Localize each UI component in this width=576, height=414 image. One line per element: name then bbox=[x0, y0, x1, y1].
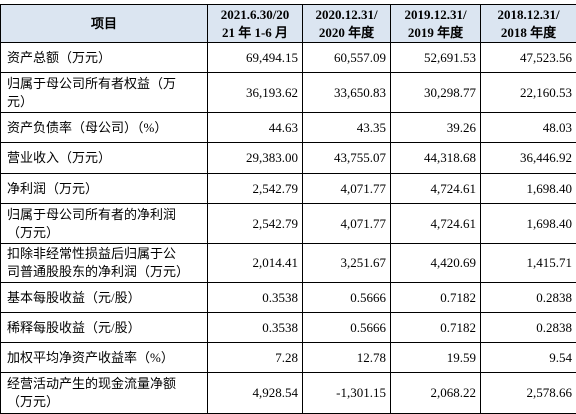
value-cell: 0.7182 bbox=[391, 313, 481, 343]
value-cell: 33,650.83 bbox=[303, 73, 391, 113]
value-cell: 12.78 bbox=[303, 343, 391, 373]
value-cell: 4,420.69 bbox=[391, 244, 481, 283]
value-cell: 39.26 bbox=[391, 113, 481, 143]
value-cell: 52,691.53 bbox=[391, 43, 481, 73]
value-cell: 60,557.09 bbox=[303, 43, 391, 73]
value-cell: 1,698.40 bbox=[481, 174, 576, 204]
value-cell: 4,071.77 bbox=[303, 174, 391, 204]
value-cell: 2,542.79 bbox=[208, 174, 303, 204]
value-cell: 44,318.68 bbox=[391, 143, 481, 174]
header-cell: 2020.12.31/ 2020 年度 bbox=[303, 5, 391, 43]
value-cell: 36,193.62 bbox=[208, 73, 303, 113]
value-cell: 3,251.67 bbox=[303, 244, 391, 283]
value-cell: 44.63 bbox=[208, 113, 303, 143]
value-cell: 2,542.79 bbox=[208, 204, 303, 244]
header-cell: 2018.12.31/ 2018 年度 bbox=[481, 5, 576, 43]
value-cell: 22,160.53 bbox=[481, 73, 576, 113]
value-cell: 0.3538 bbox=[208, 283, 303, 313]
value-cell: 0.5666 bbox=[303, 313, 391, 343]
row-label: 加权平均净资产收益率（%） bbox=[1, 343, 208, 373]
header-cell: 2019.12.31/ 2019 年度 bbox=[391, 5, 481, 43]
value-cell: 48.03 bbox=[481, 113, 576, 143]
value-cell: 0.3538 bbox=[208, 313, 303, 343]
row-label: 经营活动产生的现金流量净额 （万元） bbox=[1, 373, 208, 414]
row-label: 归属于母公司所有者的净利润 （万元） bbox=[1, 204, 208, 244]
row-label: 净利润（万元） bbox=[1, 174, 208, 204]
value-cell: 0.7182 bbox=[391, 283, 481, 313]
value-cell: 36,446.92 bbox=[481, 143, 576, 174]
value-cell: 4,724.61 bbox=[391, 174, 481, 204]
value-cell: 0.2838 bbox=[481, 283, 576, 313]
value-cell: 69,494.15 bbox=[208, 43, 303, 73]
value-cell: -1,301.15 bbox=[303, 373, 391, 414]
row-label: 扣除非经常性损益后归属于公 司普通股股东的净利润（万元） bbox=[1, 244, 208, 283]
value-cell: 7.28 bbox=[208, 343, 303, 373]
value-cell: 0.2838 bbox=[481, 313, 576, 343]
value-cell: 43.35 bbox=[303, 113, 391, 143]
row-label: 基本每股收益（元/股） bbox=[1, 283, 208, 313]
value-cell: 47,523.56 bbox=[481, 43, 576, 73]
row-label: 营业收入（万元） bbox=[1, 143, 208, 174]
value-cell: 43,755.07 bbox=[303, 143, 391, 174]
header-cell: 项目 bbox=[1, 5, 208, 43]
header-cell: 2021.6.30/20 21 年 1-6 月 bbox=[208, 5, 303, 43]
value-cell: 4,724.61 bbox=[391, 204, 481, 244]
row-label: 归属于母公司所有者权益（万 元） bbox=[1, 73, 208, 113]
value-cell: 1,698.40 bbox=[481, 204, 576, 244]
value-cell: 0.5666 bbox=[303, 283, 391, 313]
value-cell: 30,298.77 bbox=[391, 73, 481, 113]
value-cell: 2,068.22 bbox=[391, 373, 481, 414]
row-label: 稀释每股收益（元/股） bbox=[1, 313, 208, 343]
row-label: 资产总额（万元） bbox=[1, 43, 208, 73]
row-label: 资产负债率（母公司）（%） bbox=[1, 113, 208, 143]
value-cell: 29,383.00 bbox=[208, 143, 303, 174]
value-cell: 2,014.41 bbox=[208, 244, 303, 283]
value-cell: 19.59 bbox=[391, 343, 481, 373]
value-cell: 2,578.66 bbox=[481, 373, 576, 414]
value-cell: 1,415.71 bbox=[481, 244, 576, 283]
value-cell: 4,071.77 bbox=[303, 204, 391, 244]
value-cell: 4,928.54 bbox=[208, 373, 303, 414]
value-cell: 9.54 bbox=[481, 343, 576, 373]
